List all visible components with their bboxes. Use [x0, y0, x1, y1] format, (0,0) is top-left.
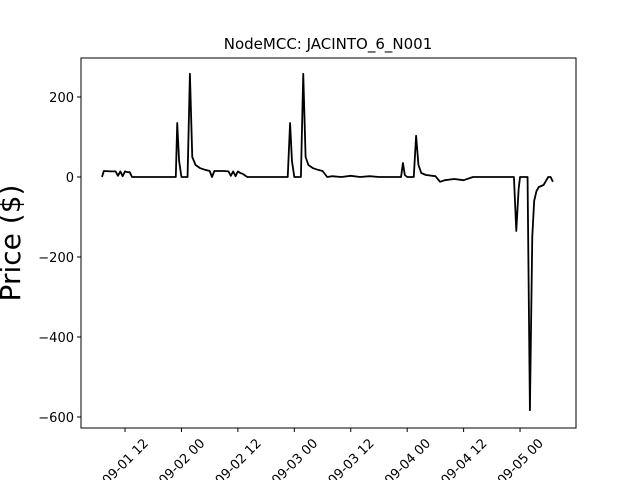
x-tick-label: 09-03 12: [326, 436, 378, 480]
y-tick-label: −200: [38, 251, 74, 266]
x-tick-label: 09-02 00: [156, 436, 208, 480]
y-tick-label: −400: [38, 331, 74, 346]
x-tick-label: 09-03 00: [269, 436, 321, 480]
x-tick-label: 09-02 12: [213, 436, 265, 480]
x-tick-label: 09-05 00: [495, 436, 547, 480]
y-tick-label: 200: [49, 91, 74, 106]
y-tick-label: −600: [38, 411, 74, 426]
chart-title: NodeMCC: JACINTO_6_N001: [224, 35, 433, 54]
x-tick-label: 09-04 12: [438, 436, 490, 480]
y-tick-label: 0: [66, 171, 74, 186]
price-line: [101, 72, 554, 412]
x-tick-label: 09-04 00: [382, 436, 434, 480]
plot-frame: [80, 57, 577, 429]
x-tick-label: 09-01 12: [100, 436, 152, 480]
y-axis-label: Price ($): [0, 185, 27, 302]
